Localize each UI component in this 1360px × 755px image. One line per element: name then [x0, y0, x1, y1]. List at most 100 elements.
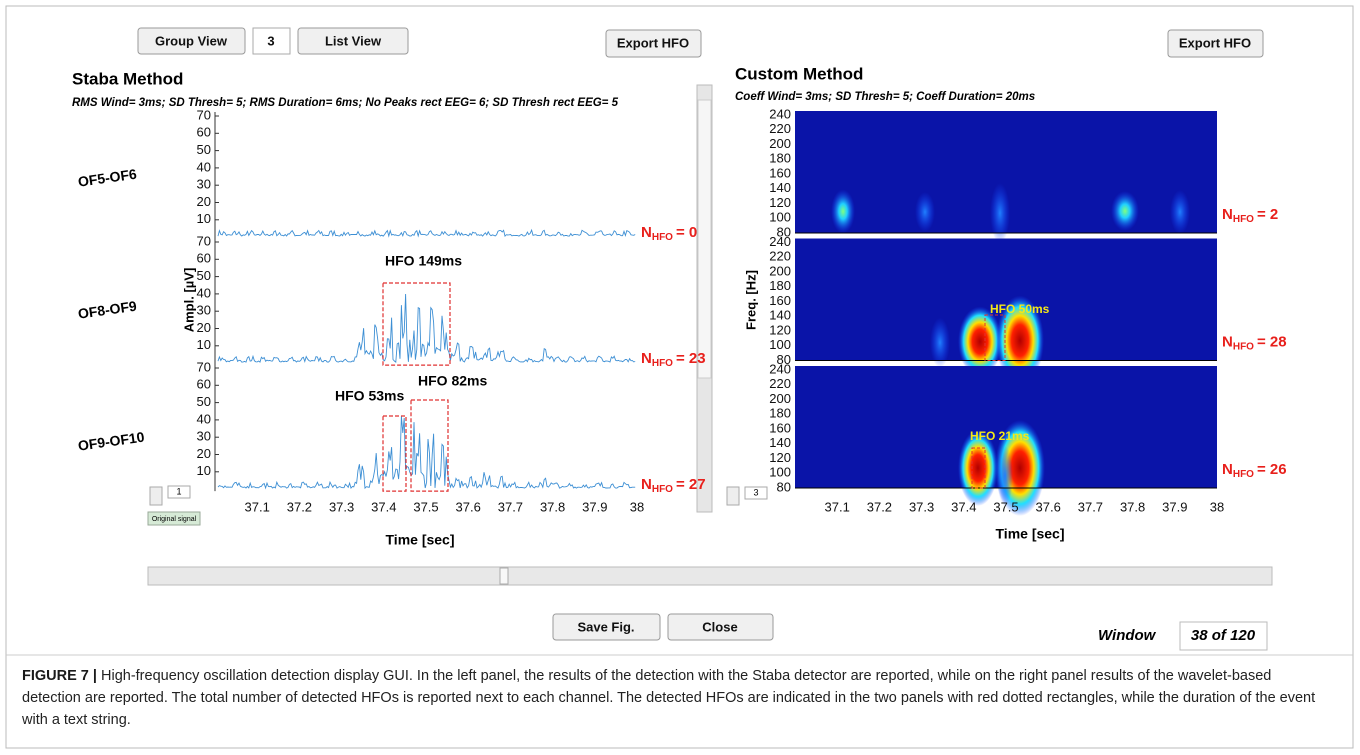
count-subscript: HFO: [1233, 341, 1254, 352]
original-signal-button[interactable]: Original signal: [147, 511, 201, 526]
y-tick-label: 50: [197, 394, 211, 409]
caption-label: FIGURE 7 |: [22, 668, 97, 684]
y-tick-label: 220: [769, 121, 791, 136]
list-view-button[interactable]: List View: [297, 27, 409, 55]
y-tick-label: 240: [769, 234, 791, 249]
window-label: Window: [1098, 627, 1157, 644]
x-tick-label: 37.8: [1120, 499, 1145, 514]
y-tick-label: 240: [769, 106, 791, 121]
x-tick-label: 37.4: [371, 499, 396, 514]
power-blob: [990, 183, 1010, 243]
count-symbol: N: [641, 350, 652, 367]
y-tick-label: 120: [769, 322, 791, 337]
power-blob: [1170, 190, 1190, 234]
count-subscript: HFO: [652, 358, 673, 369]
y-tick-label: 120: [769, 195, 791, 210]
y-tick-label: 220: [769, 249, 791, 264]
export-left-button[interactable]: Export HFO: [605, 29, 702, 58]
hfo-label: HFO 82ms: [418, 373, 487, 389]
caption-text: High-frequency oscillation detection dis…: [22, 668, 1316, 728]
y-tick-label: 140: [769, 308, 791, 323]
count-value: = 28: [1257, 333, 1287, 350]
y-tick-label: 10: [197, 463, 211, 478]
x-tick-label: 37.5: [993, 499, 1018, 514]
power-blob: [996, 295, 1044, 386]
hfo-count: NHFO = 27: [641, 476, 706, 495]
eeg-trace: [217, 228, 636, 238]
channel-name: OF9-OF10: [77, 429, 146, 454]
y-tick-label: 60: [197, 125, 211, 140]
button-label: Original signal: [152, 516, 197, 523]
y-tick-label: 180: [769, 151, 791, 166]
left-spinner[interactable]: 1: [149, 485, 191, 506]
y-tick-label: 200: [769, 136, 791, 151]
count-symbol: N: [1222, 206, 1233, 223]
hfo-box: [382, 415, 407, 492]
button-label: List View: [325, 33, 382, 48]
button-label: Export HFO: [617, 35, 689, 50]
params: Coeff Wind= 3ms; SD Thresh= 5; Coeff Dur…: [735, 91, 1035, 103]
hfo-count: NHFO = 2: [1222, 206, 1278, 225]
power-blob: [997, 446, 1013, 506]
y-tick-label: 120: [769, 450, 791, 465]
y-tick-label: 20: [197, 446, 211, 461]
y-tick-label: 160: [769, 293, 791, 308]
y-tick-label: 180: [769, 406, 791, 421]
hfo-box: [971, 447, 986, 489]
x-tick-label: 37.6: [1036, 499, 1061, 514]
hfo-box: [984, 314, 1006, 361]
x-tick-label: 38: [1210, 499, 1224, 514]
y-tick-label: 160: [769, 420, 791, 435]
save-button[interactable]: Save Fig.: [552, 613, 661, 641]
y-tick-label: 50: [197, 268, 211, 283]
caption: FIGURE 7 | High-frequency oscillation de…: [22, 665, 1332, 731]
x-axis-label: Time [sec]: [386, 532, 455, 548]
right-spinner[interactable]: 3: [726, 486, 768, 506]
count-symbol: N: [641, 224, 652, 241]
y-tick-label: 30: [197, 429, 211, 444]
export-right-button[interactable]: Export HFO: [1167, 29, 1264, 58]
count-field: 3: [267, 33, 274, 48]
button-label: Group View: [155, 33, 228, 48]
x-tick-label: 37.2: [867, 499, 892, 514]
spinner-value: 3: [753, 487, 758, 497]
x-tick-label: 37.3: [329, 499, 354, 514]
y-axis-label: Ampl. [µV]: [181, 268, 196, 333]
y-tick-label: 200: [769, 391, 791, 406]
vertical-scrollbar[interactable]: [696, 84, 713, 513]
y-tick-label: 60: [197, 251, 211, 266]
count-value: = 0: [676, 224, 697, 241]
x-tick-label: 37.2: [287, 499, 312, 514]
channel-name: OF5-OF6: [77, 166, 138, 190]
y-tick-label: 70: [197, 359, 211, 374]
power-blob: [1111, 191, 1139, 231]
count-subscript: HFO: [1233, 469, 1254, 480]
x-tick-label: 37.3: [909, 499, 934, 514]
x-tick-label: 37.6: [456, 499, 481, 514]
hfo-count: NHFO = 0: [641, 224, 697, 243]
y-tick-label: 20: [197, 320, 211, 335]
group-view-button[interactable]: Group View: [137, 27, 246, 55]
params: RMS Wind= 3ms; SD Thresh= 5; RMS Duratio…: [72, 97, 619, 109]
count-value: = 26: [1257, 461, 1287, 478]
y-tick-label: 80: [777, 224, 791, 239]
y-tick-label: 40: [197, 285, 211, 300]
close-button[interactable]: Close: [667, 613, 774, 641]
power-blob: [831, 189, 855, 234]
hfo-count: NHFO = 26: [1222, 461, 1287, 480]
count-symbol: N: [1222, 461, 1233, 478]
horizontal-scrollbar[interactable]: [147, 566, 1273, 586]
x-tick-label: 37.5: [413, 499, 438, 514]
panel-title: Staba Method: [72, 69, 183, 88]
hfo-count: NHFO = 28: [1222, 333, 1287, 352]
y-tick-label: 240: [769, 361, 791, 376]
group-count[interactable]: 3: [252, 27, 291, 55]
x-tick-label: 37.9: [1162, 499, 1187, 514]
y-tick-label: 220: [769, 376, 791, 391]
hfo-count: NHFO = 23: [641, 350, 706, 369]
y-tick-label: 100: [769, 337, 791, 352]
spinner-value: 1: [176, 486, 181, 496]
hfo-label: HFO 53ms: [335, 388, 404, 404]
